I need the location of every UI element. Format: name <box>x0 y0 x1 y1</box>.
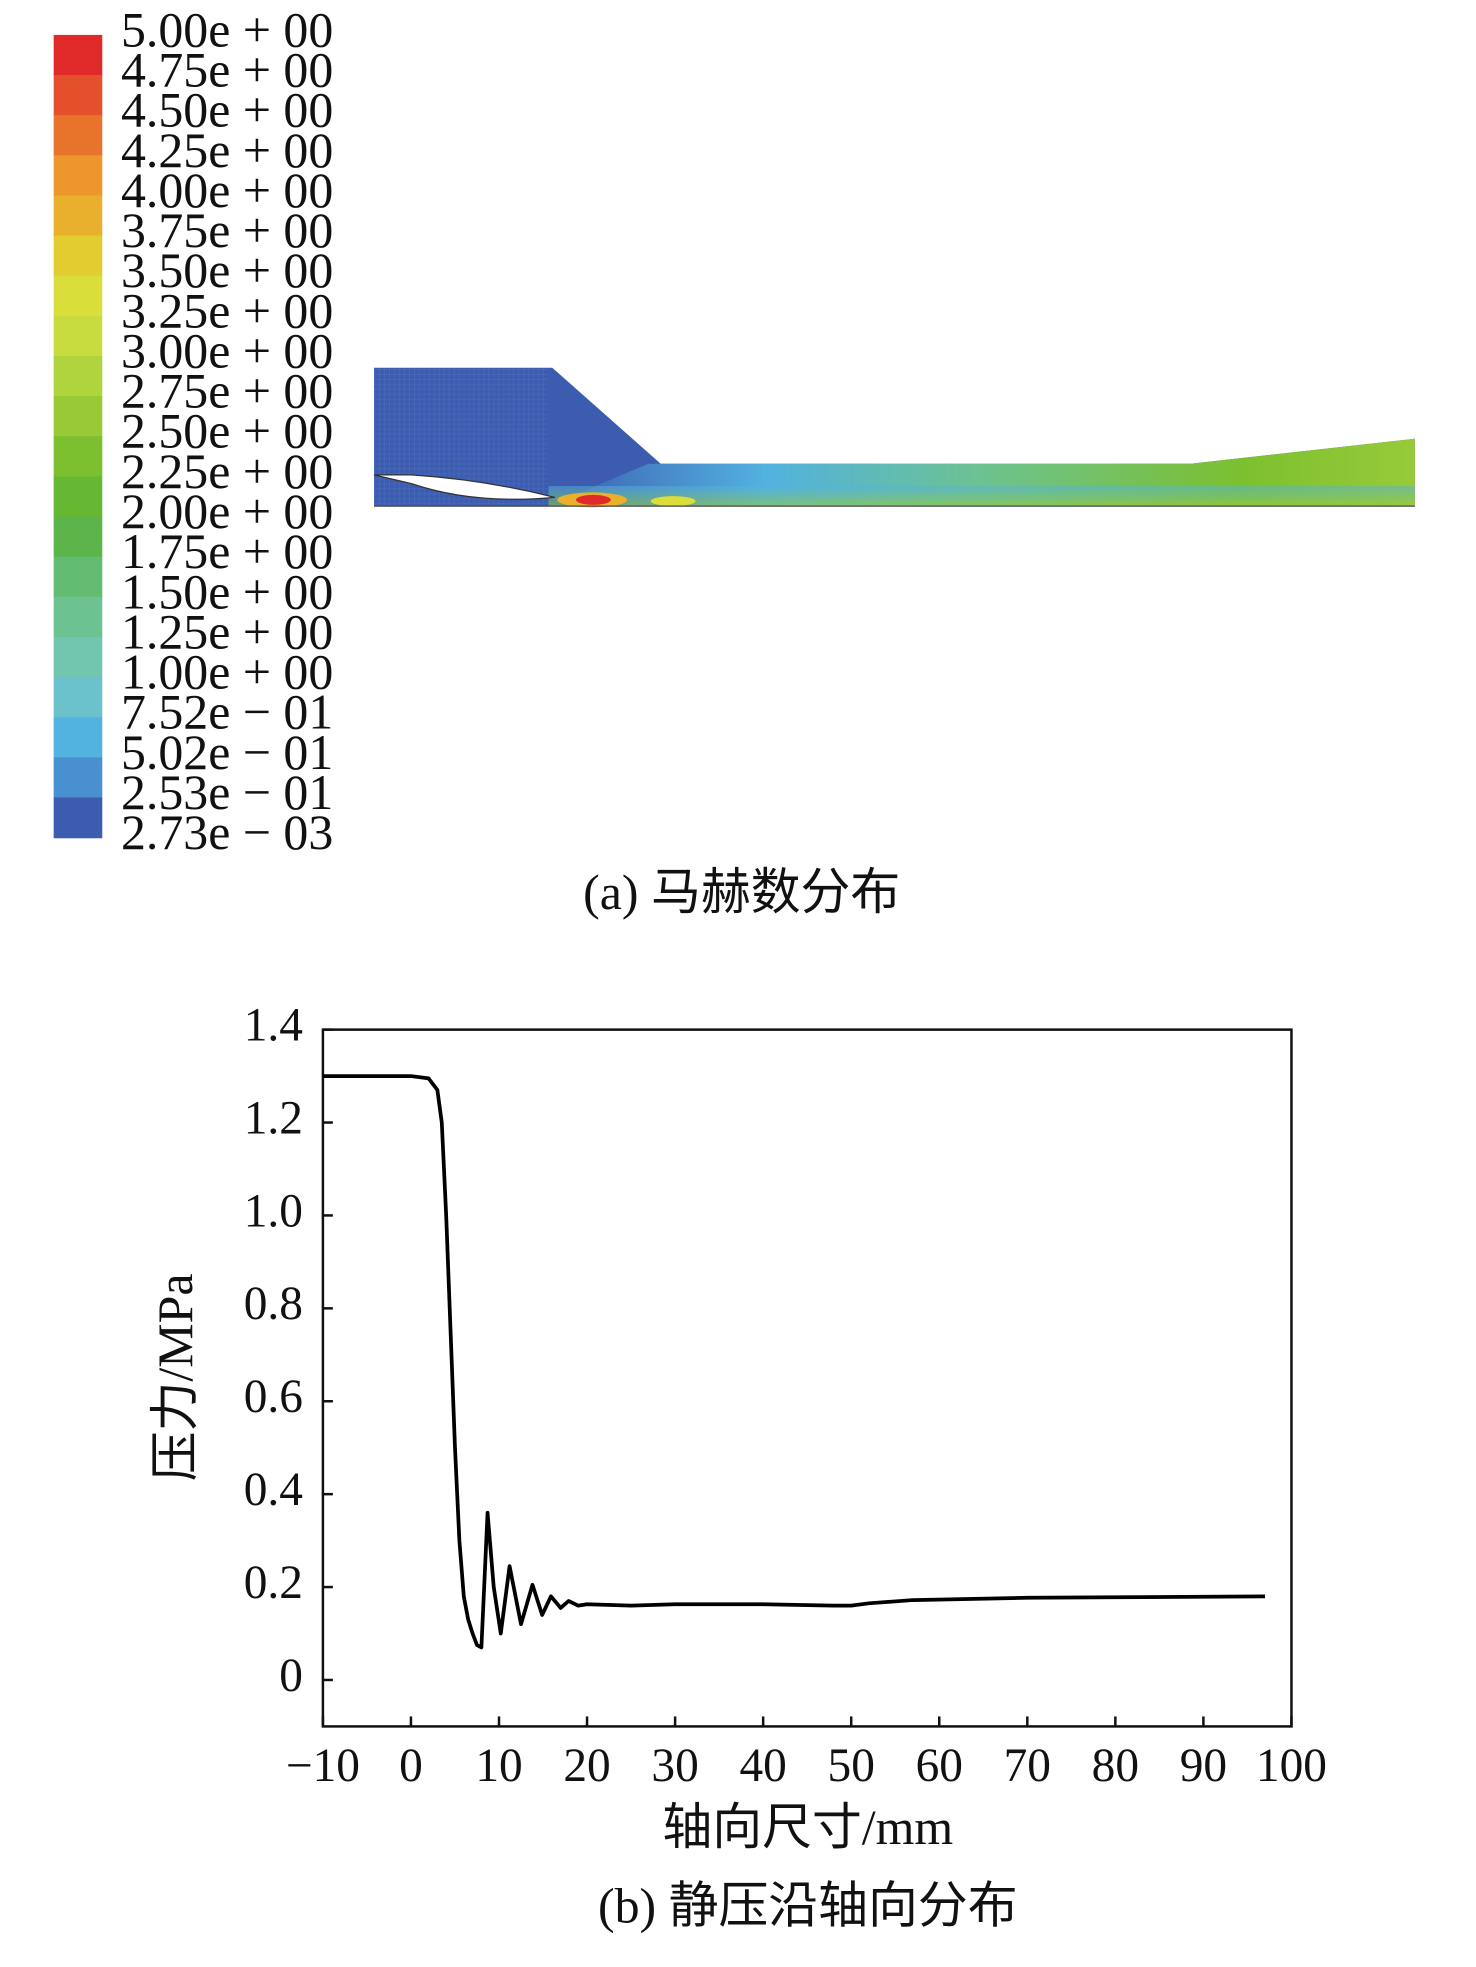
y-tick-label: 0.4 <box>244 1464 303 1516</box>
colorbar-label: 1.25e + 00 <box>121 604 333 659</box>
y-tick-label: 1.2 <box>244 1092 303 1144</box>
colorbar-band <box>53 235 103 277</box>
colorbar-label: 1.75e + 00 <box>121 524 333 579</box>
y-tick-label: 0.8 <box>244 1278 303 1330</box>
colorbar-band <box>53 356 103 397</box>
colorbar-label: 3.00e + 00 <box>121 323 333 378</box>
colorbar-band <box>53 516 103 558</box>
x-tick-label: 100 <box>1256 1740 1327 1792</box>
colorbar-label: 4.25e + 00 <box>121 123 333 178</box>
colorbar-label: 2.75e + 00 <box>121 364 333 419</box>
colorbar-band <box>53 115 103 156</box>
colorbar-label: 1.00e + 00 <box>121 645 333 700</box>
colorbar-label: 2.00e + 00 <box>121 484 333 539</box>
colorbar-band <box>53 476 103 518</box>
colorbar-label: 4.75e + 00 <box>121 42 333 97</box>
colorbar-label: 2.53e − 01 <box>121 765 333 820</box>
colorbar-band <box>53 75 103 116</box>
colorbar-label: 3.75e + 00 <box>121 203 333 258</box>
colorbar-band <box>53 195 103 237</box>
plot-frame <box>321 1028 1293 1728</box>
colorbar-band <box>53 757 103 799</box>
colorbar-label: 1.50e + 00 <box>121 564 333 619</box>
colorbar-band <box>53 275 103 317</box>
contour-plot <box>373 367 1415 508</box>
x-axis-label: 轴向尺寸/mm <box>662 1800 953 1855</box>
x-tick-label: 80 <box>1092 1740 1139 1792</box>
colorbar-band <box>53 596 103 638</box>
x-tick-label: 40 <box>739 1740 786 1792</box>
colorbar-label: 7.52e − 01 <box>121 685 333 740</box>
y-tick-label: 0 <box>279 1650 303 1702</box>
y-axis-label: 压力/MPa <box>148 1274 203 1482</box>
caption-a: (a) 马赫数分布 <box>583 865 900 920</box>
colorbar-label: 4.50e + 00 <box>121 83 333 138</box>
caption-b: (b) 静压沿轴向分布 <box>598 1878 1018 1933</box>
colorbar-band <box>53 436 103 478</box>
x-tick-label: −10 <box>286 1740 360 1792</box>
jet-core <box>548 486 1415 507</box>
colorbar-band <box>53 636 103 678</box>
colorbar-label: 5.02e − 01 <box>121 725 333 780</box>
x-tick-label: 20 <box>563 1740 610 1792</box>
x-tick-label: 10 <box>475 1740 522 1792</box>
y-tick-label: 0.6 <box>244 1371 303 1423</box>
x-tick-label: 0 <box>399 1740 423 1792</box>
y-tick-label: 1.4 <box>244 999 303 1051</box>
x-tick-label: 60 <box>916 1740 963 1792</box>
colorbar-band <box>53 556 103 598</box>
nozzle-wall <box>373 474 555 500</box>
colorbar-band <box>53 717 103 759</box>
colorbar-band <box>53 155 103 197</box>
y-tick-label: 0.2 <box>244 1557 303 1609</box>
x-tick-label: 30 <box>651 1740 698 1792</box>
colorbar-label: 3.50e + 00 <box>121 243 333 298</box>
y-tick-label: 1.0 <box>244 1185 303 1237</box>
colorbar-label: 2.50e + 00 <box>121 404 333 459</box>
colorbar-band <box>53 34 103 76</box>
shock-cell <box>650 496 696 507</box>
colorbar-label: 5.00e + 00 <box>121 2 333 57</box>
colorbar-label: 2.25e + 00 <box>121 444 333 499</box>
colorbar-band <box>53 797 103 839</box>
hot-spot <box>575 494 611 505</box>
x-tick-label: 70 <box>1004 1740 1051 1792</box>
colorbar-band <box>53 677 103 718</box>
x-tick-label: 50 <box>828 1740 875 1792</box>
colorbar-label: 2.73e − 03 <box>121 805 333 860</box>
colorbar-label: 3.25e + 00 <box>121 283 333 338</box>
pressure-line <box>322 1074 1266 1650</box>
x-tick-label: 90 <box>1180 1740 1227 1792</box>
colorbar-label: 4.00e + 00 <box>121 163 333 218</box>
colorbar-band <box>53 396 103 437</box>
colorbar-band <box>53 315 103 357</box>
